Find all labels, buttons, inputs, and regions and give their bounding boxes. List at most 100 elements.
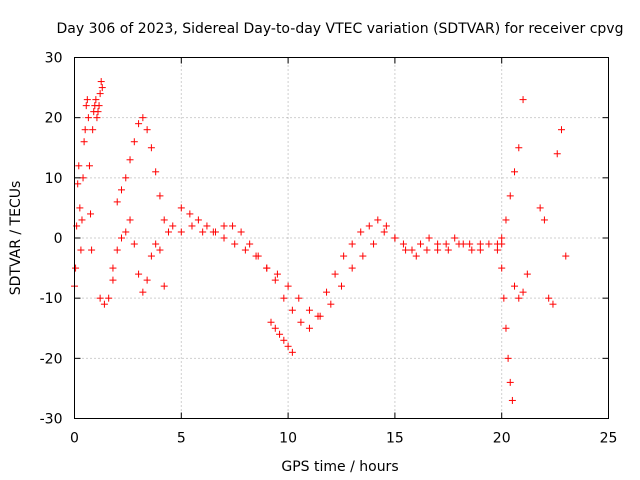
data-point [280, 294, 288, 302]
data-point [508, 396, 516, 404]
data-point [434, 240, 442, 248]
data-point [164, 228, 172, 236]
data-point [117, 186, 125, 194]
data-point [455, 240, 463, 248]
data-point [113, 198, 121, 206]
data-point [502, 216, 510, 224]
data-point [109, 276, 117, 284]
data-point [79, 174, 87, 182]
data-point [72, 264, 80, 272]
series-late-drop [498, 264, 516, 404]
y-tick-label: 20 [45, 111, 63, 127]
data-point [523, 270, 531, 278]
data-point [295, 294, 303, 302]
data-point [434, 246, 442, 254]
data-point [84, 114, 92, 122]
x-tick-label: 20 [493, 431, 511, 447]
x-axis-label: GPS time / hours [281, 459, 398, 475]
series-late-scatter [511, 126, 570, 308]
data-point [105, 294, 113, 302]
y-tick-label: 30 [45, 51, 63, 67]
data-point [139, 114, 147, 122]
data-point [130, 138, 138, 146]
data-point [444, 246, 452, 254]
data-point [280, 336, 288, 344]
data-point [476, 240, 484, 248]
data-point [451, 234, 459, 242]
data-point [97, 78, 105, 86]
data-point [370, 240, 378, 248]
data-point [380, 228, 388, 236]
data-point [82, 102, 90, 110]
data-point [147, 252, 155, 260]
data-point [160, 216, 168, 224]
data-point [323, 288, 331, 296]
x-tick-label: 0 [70, 431, 79, 447]
data-point [493, 246, 501, 254]
data-point [348, 240, 356, 248]
data-point [78, 216, 86, 224]
data-point [126, 216, 134, 224]
data-point [549, 300, 557, 308]
data-point [506, 378, 514, 386]
data-point [194, 216, 202, 224]
data-point [327, 300, 335, 308]
data-point [77, 246, 85, 254]
data-point [147, 144, 155, 152]
data-point [122, 174, 130, 182]
data-point [229, 222, 237, 230]
data-point [365, 222, 373, 230]
data-point [515, 294, 523, 302]
data-point [466, 240, 474, 248]
data-point [417, 240, 425, 248]
data-point [152, 240, 160, 248]
data-point [87, 210, 95, 218]
data-point [122, 228, 130, 236]
data-point [359, 252, 367, 260]
data-point [511, 168, 519, 176]
data-point [220, 234, 228, 242]
data-point [135, 120, 143, 128]
data-point [423, 246, 431, 254]
data-point [382, 222, 390, 230]
data-point [515, 144, 523, 152]
data-point [126, 156, 134, 164]
data-layer [71, 78, 570, 404]
data-point [76, 204, 84, 212]
data-point [85, 162, 93, 170]
data-point [100, 300, 108, 308]
data-point [267, 318, 275, 326]
data-point [143, 126, 151, 134]
data-point [288, 348, 296, 356]
data-point [348, 264, 356, 272]
data-point [399, 240, 407, 248]
data-point [80, 138, 88, 146]
data-point [391, 234, 399, 242]
data-point [553, 150, 561, 158]
data-point [263, 264, 271, 272]
data-point [498, 234, 506, 242]
data-point [357, 228, 365, 236]
data-point [442, 240, 450, 248]
data-point [476, 246, 484, 254]
data-point [498, 264, 506, 272]
data-point [96, 294, 104, 302]
data-point [562, 252, 570, 260]
series-arc-up-to-3h [96, 114, 172, 308]
data-point [511, 282, 519, 290]
data-point [408, 246, 416, 254]
data-point [297, 318, 305, 326]
data-point [502, 324, 510, 332]
data-point [88, 246, 96, 254]
data-point [231, 240, 239, 248]
data-point [130, 240, 138, 248]
chart-title: Day 306 of 2023, Sidereal Day-to-day VTE… [57, 21, 624, 37]
data-point [252, 252, 260, 260]
data-point [288, 306, 296, 314]
data-point [75, 162, 83, 170]
data-point [94, 108, 102, 116]
data-point [188, 222, 196, 230]
data-point [305, 306, 313, 314]
series-late-rise [493, 96, 527, 248]
